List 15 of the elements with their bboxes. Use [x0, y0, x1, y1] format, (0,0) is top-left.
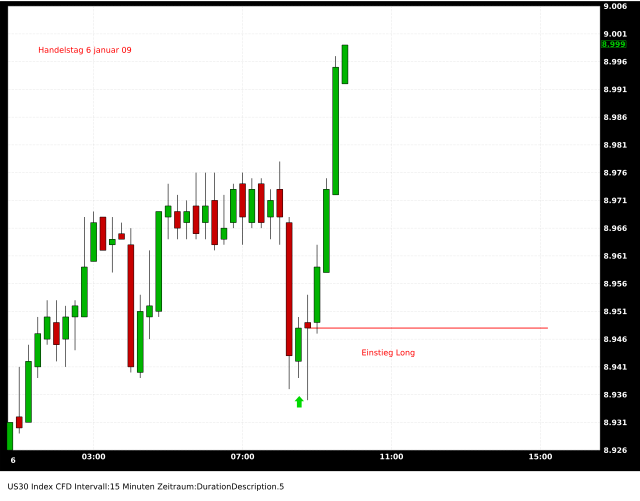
candlestick	[16, 366, 22, 434]
candlestick	[164, 183, 172, 240]
candlestick	[174, 194, 181, 240]
candlestick	[53, 300, 60, 362]
candlestick	[72, 300, 78, 350]
candlestick	[44, 300, 50, 345]
candlestick	[220, 194, 228, 246]
candlestick	[62, 305, 69, 368]
candlestick	[202, 172, 209, 240]
candlestick	[183, 200, 190, 240]
candlestick	[304, 294, 311, 400]
candlestick	[146, 250, 153, 340]
candlestick	[118, 222, 125, 240]
candlestick	[267, 188, 274, 240]
candlestick	[109, 216, 116, 273]
